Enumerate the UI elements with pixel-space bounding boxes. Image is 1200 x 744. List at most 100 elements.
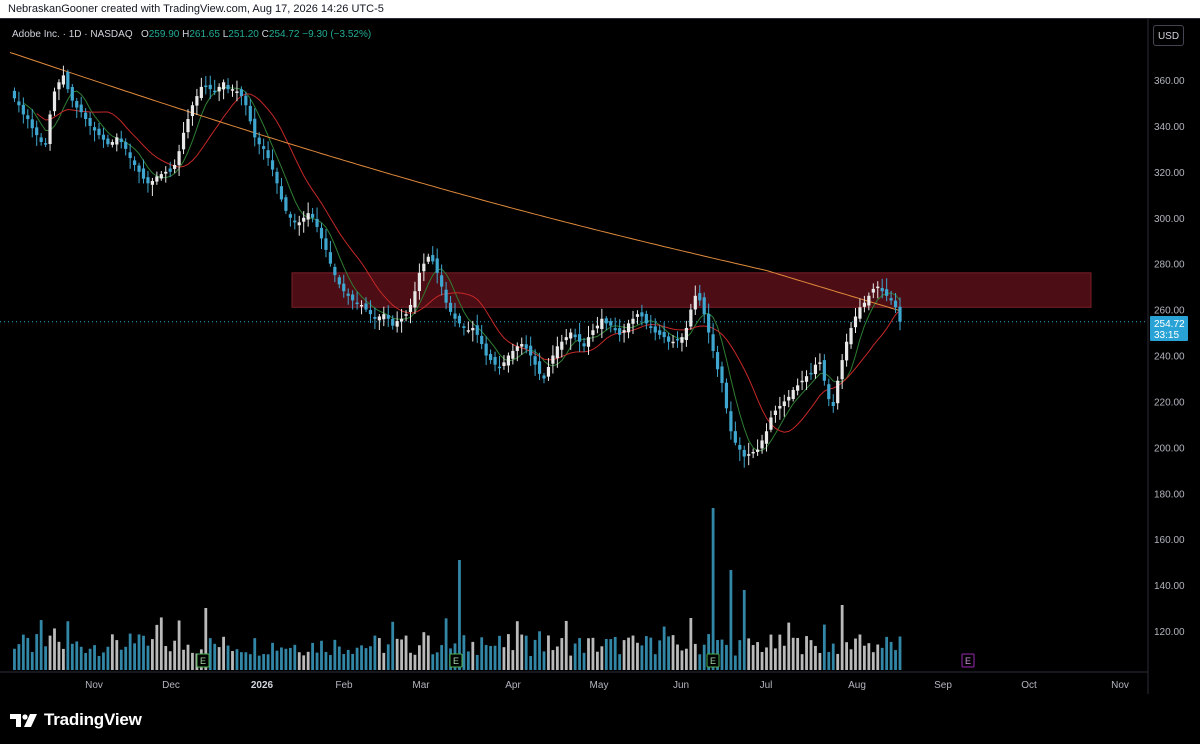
- ma-fast-line: [23, 86, 901, 452]
- volume-bar: [395, 638, 399, 670]
- countdown-value: 33:15: [1154, 330, 1179, 341]
- candle-body: [546, 366, 551, 377]
- price-tick-label: 360.00: [1154, 76, 1185, 87]
- candle-body: [569, 332, 573, 339]
- candle-body: [573, 334, 577, 338]
- candle-body: [382, 314, 386, 320]
- volume-bar: [231, 651, 234, 670]
- candle-body: [61, 75, 65, 85]
- earnings-marker-icon[interactable]: [449, 653, 463, 668]
- volume-bar: [800, 654, 804, 670]
- volume-bar: [618, 654, 622, 670]
- volume-bar: [124, 646, 128, 670]
- volume-bar: [30, 652, 34, 670]
- volume-bar: [631, 635, 635, 670]
- candle-body: [213, 90, 217, 93]
- price-tick-label: 140.00: [1154, 581, 1185, 592]
- volume-bar: [613, 636, 617, 670]
- time-tick-label: May: [590, 680, 609, 691]
- volume-bar: [186, 644, 190, 670]
- candle-body: [489, 354, 493, 361]
- candle-body: [707, 314, 711, 333]
- volume-bar: [373, 635, 377, 670]
- volume-bar: [809, 640, 813, 670]
- candle-body: [613, 328, 617, 331]
- volume-bar: [413, 654, 417, 670]
- earnings-marker-icon[interactable]: [196, 653, 210, 668]
- candle-body: [181, 132, 186, 150]
- candle-body: [159, 174, 163, 179]
- chart-frame[interactable]: [0, 18, 1200, 700]
- candle-body: [684, 327, 688, 341]
- volume-bar: [640, 645, 644, 670]
- volume-bar: [720, 639, 724, 670]
- volume-bar: [39, 620, 43, 670]
- volume-bar: [382, 652, 386, 670]
- candle-body: [756, 449, 760, 452]
- candle-body: [444, 289, 448, 303]
- volume-bar: [725, 644, 728, 670]
- currency-button[interactable]: USD: [1153, 25, 1184, 46]
- price-chart[interactable]: E E E E 360.00 340.00 320.00 300.00 280.00 260.0…: [0, 0, 1200, 700]
- candle-body: [328, 252, 332, 264]
- close-value: 254.72: [268, 29, 300, 40]
- tradingview-brand[interactable]: TradingView: [10, 710, 142, 730]
- candle-body: [413, 291, 417, 308]
- brand-name: TradingView: [44, 710, 142, 729]
- candle-body: [39, 137, 43, 142]
- volume-bar: [751, 645, 755, 670]
- candle-body: [239, 89, 243, 97]
- volume-bar: [502, 647, 506, 670]
- candle-body: [164, 171, 168, 174]
- volume-bar: [569, 655, 573, 670]
- volume-bar: [13, 648, 16, 670]
- candle-body: [177, 151, 181, 166]
- candle-body: [457, 315, 462, 324]
- candle-body: [173, 164, 177, 169]
- candle-body: [128, 152, 132, 159]
- candle-body: [893, 300, 898, 308]
- candle-body: [497, 366, 502, 369]
- symbol-legend[interactable]: Adobe Inc. · 1D · NASDAQ O259.90 H261.65…: [12, 29, 371, 40]
- volume-bar: [560, 638, 564, 670]
- volume-bar: [146, 645, 150, 670]
- resistance-zone[interactable]: [291, 272, 1092, 308]
- volume-bar: [400, 639, 403, 670]
- time-tick-label: Oct: [1021, 680, 1037, 691]
- volume-bar: [814, 645, 817, 670]
- candle-body: [582, 343, 586, 347]
- candle-body: [302, 217, 306, 222]
- volume-bar: [885, 636, 889, 670]
- volume-bar: [871, 652, 875, 670]
- volume-bar: [271, 642, 274, 670]
- volume-bar: [529, 655, 533, 670]
- volume-bar: [418, 645, 421, 670]
- candle-body: [284, 197, 288, 211]
- earnings-marker-icon[interactable]: [961, 653, 975, 668]
- earnings-marker-label: E: [710, 656, 716, 666]
- volume-bar: [676, 644, 679, 670]
- volume-bar: [827, 652, 831, 670]
- volume-bar: [106, 646, 110, 670]
- earnings-marker-icon[interactable]: [706, 653, 720, 668]
- volume-bar: [70, 643, 74, 670]
- volume-bar: [337, 646, 341, 670]
- volume-bar: [377, 638, 381, 670]
- volume-bar: [471, 641, 475, 670]
- volume-bar: [591, 637, 595, 670]
- candle-body: [279, 186, 284, 200]
- volume-bar: [475, 654, 479, 670]
- volume-bar: [222, 636, 225, 670]
- candle-body: [720, 366, 724, 384]
- volume-bar: [555, 646, 559, 670]
- candle-body: [796, 385, 800, 391]
- candle-body: [858, 307, 862, 319]
- price-tick-label: 160.00: [1154, 535, 1185, 546]
- candle-body: [21, 104, 25, 115]
- candle-body: [671, 341, 675, 344]
- candle-body: [110, 141, 114, 145]
- candle-body: [435, 258, 439, 273]
- candle-body: [506, 355, 510, 366]
- volume-bar: [578, 638, 581, 670]
- volume-bar: [693, 643, 697, 670]
